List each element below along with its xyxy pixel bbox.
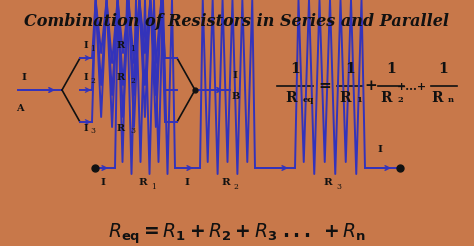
Text: R: R [380, 91, 392, 105]
Text: 3: 3 [130, 127, 136, 135]
Text: I: I [84, 124, 89, 133]
Text: 2: 2 [234, 183, 238, 191]
Text: I: I [84, 73, 89, 82]
Text: +: + [365, 79, 377, 93]
Text: eq: eq [303, 96, 314, 104]
Text: I: I [184, 178, 190, 187]
Text: R: R [117, 124, 125, 133]
Text: R: R [138, 178, 147, 187]
Text: 3: 3 [336, 183, 341, 191]
Text: B: B [232, 92, 240, 101]
Text: =: = [319, 79, 331, 93]
Text: $\mathbf{\mathit{R}_{eq} = \mathit{R}_1 + \mathit{R}_2 + \mathit{R}_3 \;...\; + : $\mathbf{\mathit{R}_{eq} = \mathit{R}_1 … [108, 221, 366, 246]
Text: 1: 1 [386, 62, 396, 76]
Text: 1: 1 [438, 62, 448, 76]
Text: Combination of Resistors in Series and Parallel: Combination of Resistors in Series and P… [25, 13, 449, 30]
Text: I: I [21, 73, 26, 82]
Text: 3: 3 [90, 127, 95, 135]
Text: 2: 2 [130, 77, 136, 85]
Text: 1: 1 [290, 62, 300, 76]
Text: 1: 1 [90, 45, 95, 53]
Text: R: R [339, 91, 351, 105]
Text: 1: 1 [345, 62, 355, 76]
Text: 1: 1 [130, 45, 136, 53]
Text: +...+: +...+ [397, 80, 427, 92]
Text: R: R [431, 91, 443, 105]
Text: 2: 2 [397, 96, 403, 104]
Text: R: R [324, 178, 332, 187]
Text: 2: 2 [90, 77, 95, 85]
Text: R: R [117, 73, 125, 82]
Text: I: I [377, 145, 383, 154]
Text: A: A [16, 104, 24, 113]
Text: I: I [84, 41, 89, 50]
Text: 1: 1 [151, 183, 156, 191]
Text: R: R [285, 91, 297, 105]
Text: I: I [232, 71, 237, 80]
Text: R: R [117, 41, 125, 50]
Text: R: R [221, 178, 230, 187]
Text: I: I [100, 178, 106, 187]
Text: 1: 1 [356, 96, 362, 104]
Text: n: n [448, 96, 454, 104]
